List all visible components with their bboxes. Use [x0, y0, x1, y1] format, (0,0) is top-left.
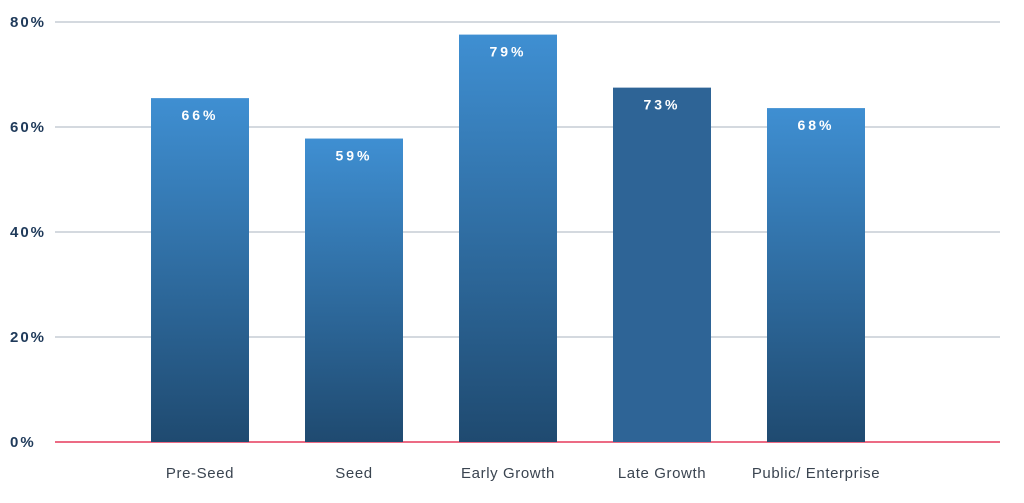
data-label: 79%: [489, 44, 526, 60]
y-tick-label: 40%: [10, 224, 46, 241]
bar-late-growth: [613, 87, 711, 442]
y-tick-label: 80%: [10, 14, 46, 31]
y-tick-label: 20%: [10, 329, 46, 346]
y-tick-label: 60%: [10, 119, 46, 136]
x-tick-label: Early Growth: [461, 465, 555, 482]
bar-public-enterprise: [767, 108, 865, 442]
x-tick-label: Pre-Seed: [166, 465, 234, 482]
data-label: 68%: [797, 117, 834, 133]
bar-early-growth: [459, 34, 557, 442]
bar-layer: [151, 34, 865, 443]
data-label: 59%: [335, 148, 372, 164]
x-tick-label: Public/ Enterprise: [752, 465, 880, 482]
bar-pre-seed: [151, 98, 249, 442]
y-tick-label: 0%: [10, 434, 36, 451]
label-layer: 0% 20% 40% 60% 80% 66% Pre-Seed 59% Seed 79% Early…: [10, 14, 880, 482]
data-label: 73%: [643, 97, 680, 113]
bar-seed: [305, 138, 403, 443]
x-tick-label: Late Growth: [618, 465, 706, 482]
x-tick-label: Seed: [335, 465, 372, 482]
data-label: 66%: [181, 107, 218, 123]
